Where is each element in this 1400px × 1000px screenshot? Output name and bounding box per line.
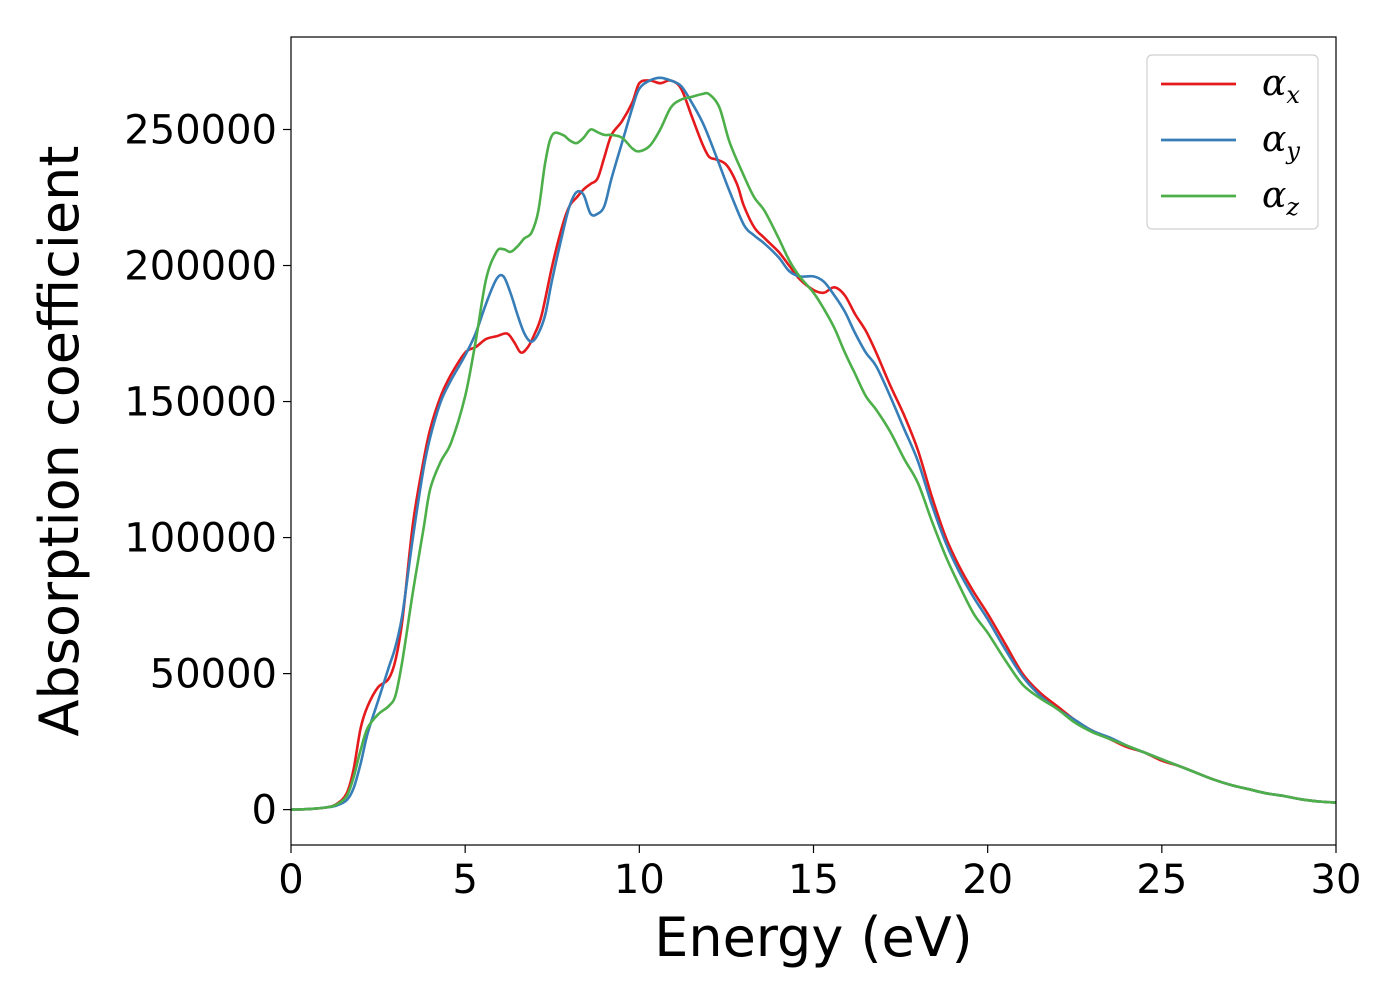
y-tick-label: 0	[252, 788, 277, 834]
y-tick-label: 50000	[150, 652, 277, 698]
y-axis-title: Absorption coefficient	[28, 146, 91, 737]
series-line-alpha-z	[290, 91, 1337, 811]
x-tick-label: 15	[788, 857, 839, 903]
y-tick-label: 100000	[124, 516, 277, 562]
x-tick-label: 5	[452, 857, 477, 903]
plot-lines	[290, 76, 1337, 811]
x-axis-title: Energy (eV)	[654, 906, 973, 969]
x-tick-label: 25	[1136, 857, 1187, 903]
y-tick-label: 250000	[124, 107, 277, 153]
x-axis-ticks: 0 5 10 15 20 25 30	[278, 845, 1361, 903]
y-tick-label: 200000	[124, 244, 277, 290]
series-line-alpha-y	[290, 76, 1337, 811]
x-tick-label: 10	[614, 857, 665, 903]
y-axis-ticks: 0 50000 100000 150000 200000 250000	[124, 107, 291, 834]
legend-entry-alpha-y: αy	[1161, 119, 1300, 165]
y-tick-label: 150000	[124, 380, 277, 426]
legend-box	[1146, 54, 1319, 230]
x-tick-label: 0	[278, 857, 303, 903]
x-tick-label: 20	[962, 857, 1013, 903]
x-tick-label: 30	[1311, 857, 1362, 903]
